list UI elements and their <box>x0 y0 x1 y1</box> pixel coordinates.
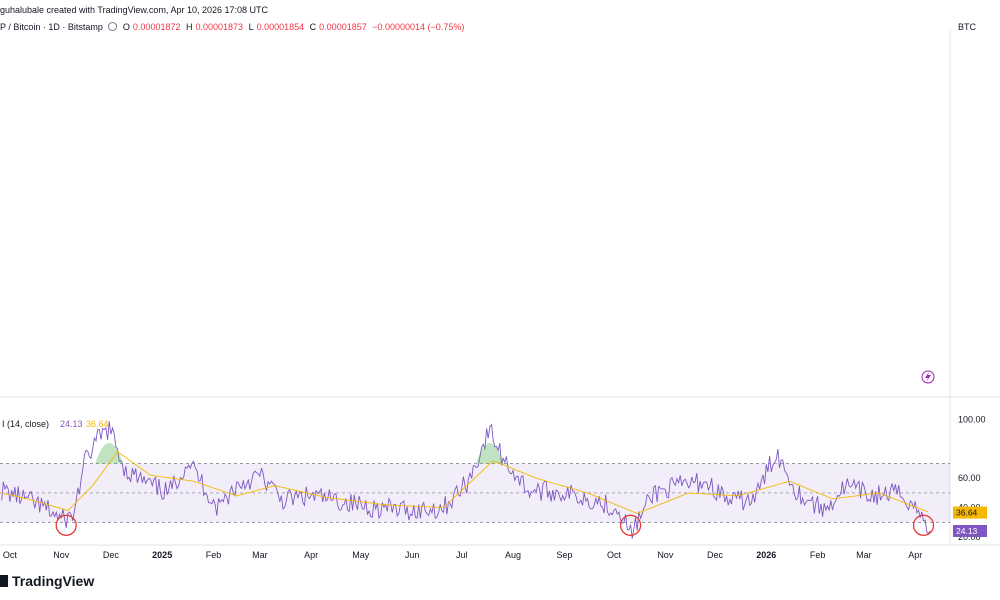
close-value: 0.00001857 <box>319 22 367 32</box>
author-line: guhalubale created with TradingView.com,… <box>0 5 269 15</box>
time-tick-label: 2026 <box>756 550 776 560</box>
close-label: C <box>309 22 317 32</box>
rsi-tick-label: 100.00 <box>958 414 986 424</box>
low-value: 0.00001854 <box>256 22 305 32</box>
market-status-icon <box>108 22 118 31</box>
time-tick-label: Jun <box>405 550 420 560</box>
time-tick-label: Oct <box>3 550 18 560</box>
open-value: 0.00001872 <box>132 22 181 32</box>
time-tick-label: Nov <box>657 550 674 560</box>
open-label: O <box>122 22 130 32</box>
rsi-tag <box>953 524 987 537</box>
tradingview-logo: TradingView <box>0 573 94 589</box>
rsi-legend-label: I (14, close) <box>2 419 49 429</box>
time-tick-label: Dec <box>103 550 120 560</box>
alert-bolt-icon <box>921 370 935 384</box>
time-tick-label: Aug <box>505 550 521 560</box>
time-tick-label: Apr <box>908 550 922 560</box>
rsi-tick-label: 60.00 <box>958 473 981 483</box>
low-label: L <box>248 22 254 32</box>
price-unit-label: BTC <box>958 22 976 32</box>
rsi-ma-tag-label: 36.64 <box>956 508 978 518</box>
rsi-legend-value: 24.13 <box>60 419 83 429</box>
time-tick-label: May <box>352 550 370 560</box>
rsi-overbought-fill <box>95 442 124 464</box>
time-tick-label: Mar <box>856 550 872 560</box>
time-tick-label: 2025 <box>152 550 172 560</box>
ohlc-legend: P / Bitcoin · 1D · Bitstamp O 0.00001872 … <box>0 22 467 32</box>
time-tick-label: Sep <box>556 550 572 560</box>
oversold-circle <box>912 514 935 536</box>
time-tick-label: Jul <box>456 550 468 560</box>
time-tick-label: Nov <box>53 550 70 560</box>
rsi-line <box>1 421 931 539</box>
time-tick-label: Feb <box>810 550 826 560</box>
change-value: −0.00000014 (−0.75%) <box>372 22 465 32</box>
rsi-ma-legend-value: 36.64 <box>86 419 109 429</box>
oversold-circle <box>55 514 77 536</box>
time-tick-label: Mar <box>252 550 268 560</box>
rsi-ma-tag <box>953 506 987 519</box>
rsi-ma-line <box>1 451 929 514</box>
tradingview-logo-text: TradingView <box>12 573 95 589</box>
high-value: 0.00001873 <box>195 22 244 32</box>
time-tick-label: Feb <box>206 550 222 560</box>
time-tick-label: Dec <box>707 550 724 560</box>
alert-bolt-icon-shape <box>925 372 931 382</box>
rsi-tag-label: 24.13 <box>956 526 978 536</box>
high-label: H <box>186 22 193 32</box>
oversold-circle <box>619 514 642 536</box>
rsi-overbought-fill <box>475 442 504 464</box>
symbol-title[interactable]: P / Bitcoin · 1D · Bitstamp <box>0 22 103 32</box>
rsi-tick-label: 20.00 <box>958 532 981 542</box>
tradingview-mark-icon <box>0 575 8 587</box>
time-tick-label: Oct <box>607 550 622 560</box>
time-tick-label: Apr <box>304 550 318 560</box>
